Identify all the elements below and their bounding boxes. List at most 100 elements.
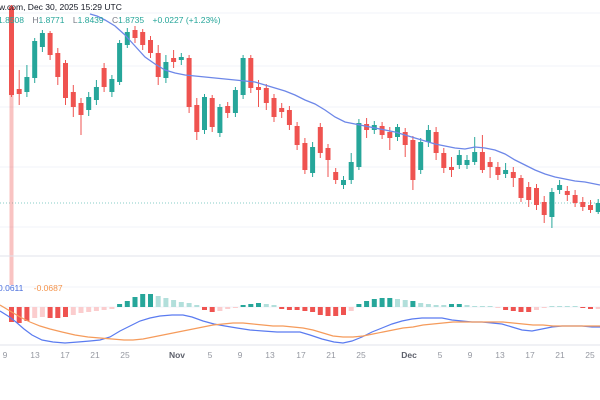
macd-histogram-bar [171, 300, 177, 307]
candle [194, 105, 200, 132]
macd-histogram-bar [248, 304, 254, 307]
candle [63, 63, 68, 98]
macd-histogram-bar [356, 304, 362, 307]
macd-histogram-bar [256, 303, 261, 307]
macd-histogram-bar [124, 301, 130, 307]
ma-line [89, 13, 600, 186]
macd-histogram-bar [78, 307, 84, 313]
macd-histogram-bar [317, 307, 323, 315]
macd-histogram-bar [132, 297, 138, 307]
macd-histogram-bar [456, 304, 462, 307]
macd-histogram-bar [541, 307, 547, 308]
macd-histogram-bar [341, 307, 346, 315]
macd-histogram-bar [32, 307, 38, 318]
axis-label-day: 17 [525, 350, 535, 360]
candle [132, 30, 138, 38]
macd-histogram-bar [348, 307, 354, 311]
macd-histogram-bar [16, 307, 22, 323]
macd-histogram-bar [325, 307, 331, 316]
macd-histogram-bar [387, 298, 393, 307]
crosshair-line [9, 5, 14, 285]
macd-histogram-bar [564, 306, 570, 307]
candle [356, 123, 362, 167]
candle [47, 33, 53, 55]
candle [588, 205, 593, 210]
candle [70, 92, 76, 107]
candle [487, 162, 493, 167]
candle [333, 172, 339, 180]
macd-histogram-bar [433, 305, 439, 307]
macd-histogram-bar [595, 307, 600, 309]
axis-label-month: Nov [168, 350, 186, 360]
macd-histogram-bar [549, 306, 555, 307]
macd-histogram-bar [557, 306, 563, 307]
macd-line [0, 310, 600, 344]
time-axis[interactable]: 9 13 17 21 25 Nov 5 9 13 17 21 25 Dec 5 9 13 17 21 25 [0, 348, 600, 366]
candle [302, 143, 308, 170]
candle [101, 68, 107, 87]
candle [232, 90, 238, 113]
candle [402, 132, 408, 145]
candle [595, 203, 600, 212]
macd-histogram-bar [518, 307, 524, 312]
axis-label-day: 5 [437, 350, 443, 360]
candle [279, 108, 285, 112]
candle [572, 195, 578, 203]
candle [186, 58, 192, 107]
candle [364, 124, 370, 130]
candle [510, 172, 516, 178]
macd-histogram-bar [240, 305, 246, 307]
macd-histogram-bar [449, 304, 454, 307]
candle [55, 53, 61, 77]
macd-histogram-bar [279, 307, 285, 309]
candle [140, 32, 146, 45]
candle [178, 57, 184, 60]
signal-line [0, 304, 600, 341]
candle [348, 162, 354, 180]
candle [433, 132, 439, 153]
candle [387, 132, 393, 138]
candle [449, 167, 454, 170]
candle [248, 58, 254, 88]
axis-label-day: 21 [555, 350, 565, 360]
axis-label-day: 25 [356, 350, 366, 360]
macd-histogram-bar [495, 307, 501, 308]
axis-label-day: 17 [60, 350, 70, 360]
axis-label-day: 13 [30, 350, 40, 360]
axis-label-day: 13 [265, 350, 275, 360]
axis-label-day: 17 [296, 350, 306, 360]
candle [124, 32, 130, 45]
candle [202, 97, 207, 130]
macd-histogram-bar [109, 307, 115, 309]
candle [256, 87, 261, 90]
candle [263, 88, 269, 103]
candle [518, 178, 524, 198]
macd-histogram-bar [202, 307, 207, 310]
macd-histogram-bar [86, 307, 92, 312]
candle [9, 7, 14, 95]
macd-histogram-bar [286, 307, 292, 310]
candle [310, 147, 316, 173]
macd-histogram-bar [209, 307, 215, 312]
macd-histogram-bar [379, 298, 385, 307]
macd-histogram-bar [310, 307, 316, 312]
candle [526, 187, 532, 200]
macd-histogram-bar [263, 304, 269, 307]
macd-histogram-bar [24, 307, 30, 321]
candle [472, 152, 478, 162]
candle [464, 160, 470, 165]
macd-histogram-bar [572, 306, 578, 307]
macd-histogram-bar [140, 294, 146, 307]
candle [456, 155, 462, 165]
macd-histogram-bar [9, 307, 14, 322]
candle [379, 126, 385, 135]
candle [549, 192, 555, 217]
candle [294, 126, 300, 145]
candle [109, 79, 115, 92]
axis-label-day: 13 [495, 350, 505, 360]
macd-histogram-bar [217, 307, 223, 311]
candle [441, 153, 447, 168]
candle [155, 53, 161, 77]
candle [534, 188, 539, 205]
